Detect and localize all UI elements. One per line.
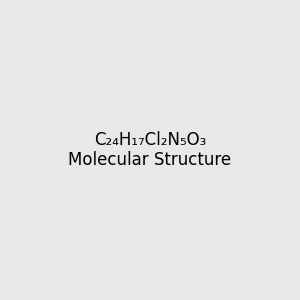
Text: C₂₄H₁₇Cl₂N₅O₃
Molecular Structure: C₂₄H₁₇Cl₂N₅O₃ Molecular Structure	[68, 130, 232, 170]
